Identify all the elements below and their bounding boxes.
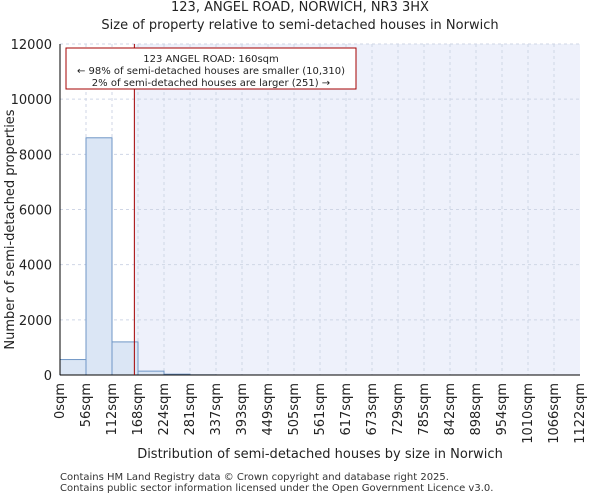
bar [59, 359, 87, 376]
x-tick-label: 898sqm [469, 383, 484, 436]
x-tick-label: 1122sqm [573, 383, 588, 444]
footer-copyright: Contains HM Land Registry data © Crown c… [60, 472, 449, 483]
x-tick-label: 337sqm [209, 383, 224, 436]
y-tick-label: 0 [44, 369, 52, 384]
y-tick-label: 10000 [11, 93, 52, 108]
footer-licence: Contains public sector information licen… [60, 483, 494, 494]
x-tick-label: 785sqm [417, 383, 432, 436]
x-tick-label: 224sqm [157, 383, 172, 436]
annotation-box [65, 47, 357, 90]
x-axis-label: Distribution of semi-detached houses by … [137, 447, 503, 462]
x-tick-label: 393sqm [235, 383, 250, 436]
annotation-line-1: 123 ANGEL ROAD: 160sqm [143, 54, 279, 65]
chart-area: 0 2000 4000 6000 8000 10000 12000 0sqm 56sqm 112s… [3, 38, 588, 462]
x-tick-label: 449sqm [261, 383, 276, 436]
x-tick-label: 954sqm [495, 383, 510, 436]
highlight-region [134, 44, 581, 375]
y-tick-label: 2000 [19, 314, 52, 329]
y-tick-label: 4000 [19, 259, 52, 274]
x-tick-label: 505sqm [287, 383, 302, 436]
bar [85, 137, 113, 376]
x-tick-label: 56sqm [79, 383, 94, 427]
x-tick-label: 561sqm [313, 383, 328, 436]
chart-subtitle: Size of property relative to semi-detach… [101, 18, 499, 33]
y-tick-label: 12000 [11, 38, 52, 53]
bar [137, 370, 165, 376]
x-tick-label: 729sqm [391, 383, 406, 436]
x-tick-label: 842sqm [443, 383, 458, 436]
annotation-line-3: 2% of semi-detached houses are larger (2… [92, 78, 330, 89]
x-tick-label: 673sqm [365, 383, 380, 436]
x-tick-label: 112sqm [105, 383, 120, 436]
x-tick-label: 1010sqm [521, 383, 536, 444]
bar [111, 341, 139, 376]
x-tick-label: 168sqm [131, 383, 146, 436]
y-axis-label: Number of semi-detached properties [3, 109, 18, 349]
annotation-line-2: ← 98% of semi-detached houses are smalle… [77, 66, 345, 77]
x-tick-label: 0sqm [53, 383, 68, 419]
y-tick-label: 8000 [19, 148, 52, 163]
x-tick-label: 1066sqm [547, 383, 562, 444]
chart-title: 123, ANGEL ROAD, NORWICH, NR3 3HX [171, 0, 429, 15]
x-tick-label: 617sqm [339, 383, 354, 436]
y-tick-label: 6000 [19, 204, 52, 219]
x-tick-label: 281sqm [183, 383, 198, 436]
